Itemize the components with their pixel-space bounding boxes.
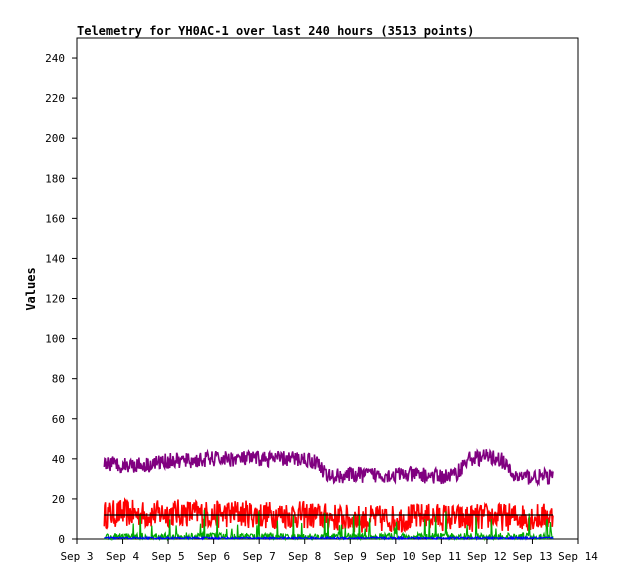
y-tick-label: 40: [52, 453, 65, 466]
y-tick-label: 220: [45, 92, 65, 105]
y-tick-label: 20: [52, 493, 65, 506]
y-tick-label: 80: [52, 373, 65, 386]
y-axis-label: Values: [24, 267, 38, 310]
y-tick-label: 120: [45, 293, 65, 306]
x-tick-label: Sep 14: [558, 550, 598, 563]
series-line-3: [104, 535, 554, 541]
x-tick-label: Sep 9: [334, 550, 367, 563]
x-tick-label: Sep 5: [152, 550, 185, 563]
x-tick-label: Sep 4: [106, 550, 139, 563]
y-tick-label: 180: [45, 172, 65, 185]
x-tick-label: Sep 10: [376, 550, 416, 563]
x-tick-label: Sep 12: [467, 550, 507, 563]
y-tick-label: 200: [45, 132, 65, 145]
series-line-2: [104, 509, 554, 542]
x-tick-label: Sep 6: [197, 550, 230, 563]
series-line-0: [103, 448, 554, 488]
y-tick-label: 100: [45, 333, 65, 346]
x-tick-label: Sep 8: [288, 550, 321, 563]
y-tick-label: 0: [58, 533, 65, 546]
x-tick-label: Sep 11: [421, 550, 461, 563]
chart-title: Telemetry for YH0AC-1 over last 240 hour…: [77, 24, 474, 38]
x-tick-label: Sep 7: [243, 550, 276, 563]
y-tick-label: 240: [45, 52, 65, 65]
y-tick-label: 60: [52, 413, 65, 426]
x-tick-label: Sep 3: [60, 550, 93, 563]
y-tick-label: 140: [45, 252, 65, 265]
y-tick-label: 160: [45, 212, 65, 225]
axes-layer: 0 20 40 60 80 100 120 140 160 180 200 220 240 Sep 3 Se…: [45, 52, 598, 563]
x-tick-label: Sep 13: [513, 550, 553, 563]
series-layer: [103, 448, 554, 542]
